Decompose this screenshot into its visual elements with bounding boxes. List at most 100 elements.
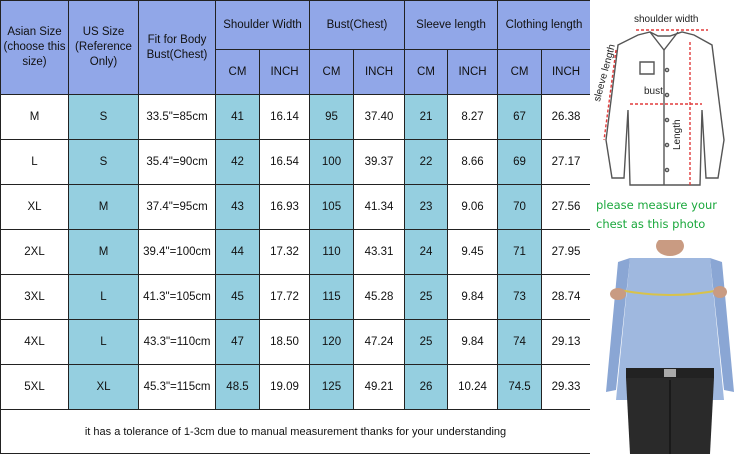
cell-size-asian: 3XL [0, 274, 69, 320]
cell-bust-inch: 39.37 [353, 139, 405, 185]
cell-shoulder-inch: 16.14 [259, 94, 310, 140]
label-shoulder-width: shoulder width [634, 14, 699, 25]
cell-bust-cm: 95 [309, 94, 354, 140]
cell-bust-cm: 120 [309, 319, 354, 365]
cell-sleeve-cm: 22 [404, 139, 448, 185]
cell-sleeve-inch: 9.06 [446, 184, 499, 230]
header-shoulder-inch: INCH [259, 49, 310, 95]
cell-bust-cm: 105 [309, 184, 354, 230]
cell-length-inch: 29.33 [541, 364, 592, 410]
header-bust-cm: CM [309, 49, 354, 95]
header-clothing-length: Clothing length [497, 0, 592, 50]
cell-bust-cm: 110 [309, 229, 354, 275]
cell-size-asian: XL [0, 184, 69, 230]
header-shoulder-cm: CM [215, 49, 260, 95]
header-us-size: US Size (Reference Only) [68, 0, 139, 95]
cell-bust-inch: 45.28 [353, 274, 405, 320]
header-asian-size: Asian Size (choose this size) [0, 0, 69, 95]
table-row: L S 35.4"=90cm 42 16.54 100 39.37 22 8.66 69 27.17 [0, 139, 592, 185]
cell-length-inch: 27.95 [541, 229, 592, 275]
cell-fit-bust: 35.4"=90cm [138, 139, 216, 185]
header-length-inch: INCH [541, 49, 592, 95]
cell-size-us: S [68, 139, 139, 185]
cell-shoulder-inch: 19.09 [259, 364, 310, 410]
cell-shoulder-cm: 43 [215, 184, 260, 230]
measure-note-line1: please measure your [596, 198, 718, 212]
cell-bust-inch: 37.40 [353, 94, 405, 140]
measure-note-line2: chest as this photo [596, 217, 706, 231]
cell-sleeve-cm: 23 [404, 184, 448, 230]
cell-sleeve-cm: 25 [404, 319, 448, 365]
header-fit-for-body: Fit for Body Bust(Chest) [138, 0, 216, 95]
cell-shoulder-inch: 17.72 [259, 274, 310, 320]
cell-fit-bust: 41.3"=105cm [138, 274, 216, 320]
cell-fit-bust: 33.5"=85cm [138, 94, 216, 140]
cell-length-cm: 74.5 [497, 364, 543, 410]
cell-shoulder-cm: 45 [215, 274, 260, 320]
cell-sleeve-cm: 26 [404, 364, 448, 410]
cell-size-us: L [68, 274, 139, 320]
cell-sleeve-inch: 8.66 [446, 139, 499, 185]
cell-sleeve-inch: 9.84 [446, 274, 499, 320]
cell-shoulder-cm: 44 [215, 229, 260, 275]
table-row: 4XL L 43.3"=110cm 47 18.50 120 47.24 25 9.84 74 29… [0, 319, 592, 365]
table-row: M S 33.5"=85cm 41 16.14 95 37.40 21 8.27 67 26.38 [0, 94, 592, 140]
cell-length-inch: 26.38 [541, 94, 592, 140]
cell-size-us: L [68, 319, 139, 365]
measurement-guide-panel: shoulder width bust sleeve length Length… [590, 0, 750, 454]
label-length: Length [672, 119, 683, 150]
header-length-cm: CM [497, 49, 543, 95]
cell-length-cm: 71 [497, 229, 543, 275]
cell-bust-inch: 41.34 [353, 184, 405, 230]
cell-sleeve-inch: 9.45 [446, 229, 499, 275]
cell-fit-bust: 37.4"=95cm [138, 184, 216, 230]
table-row: 3XL L 41.3"=105cm 45 17.72 115 45.28 25 9.84 73 28… [0, 274, 592, 320]
cell-size-asian: 2XL [0, 229, 69, 275]
header-sleeve-length: Sleeve length [403, 0, 499, 50]
cell-sleeve-cm: 24 [404, 229, 448, 275]
cell-shoulder-inch: 16.93 [259, 184, 310, 230]
cell-size-us: S [68, 94, 139, 140]
cell-bust-inch: 47.24 [353, 319, 405, 365]
cell-sleeve-cm: 21 [404, 94, 448, 140]
cell-fit-bust: 45.3"=115cm [138, 364, 216, 410]
cell-shoulder-cm: 42 [215, 139, 260, 185]
size-chart-table: Asian Size (choose this size) US Size (R… [0, 0, 592, 454]
table-row: 5XL XL 45.3"=115cm 48.5 19.09 125 49.21 26 10.24… [0, 364, 592, 410]
cell-length-cm: 70 [497, 184, 543, 230]
cell-shoulder-inch: 17.32 [259, 229, 310, 275]
cell-shoulder-inch: 18.50 [259, 319, 310, 365]
cell-bust-inch: 49.21 [353, 364, 405, 410]
header-bust-inch: INCH [353, 49, 405, 95]
cell-bust-cm: 100 [309, 139, 354, 185]
cell-sleeve-inch: 8.27 [446, 94, 499, 140]
cell-shoulder-inch: 16.54 [259, 139, 310, 185]
header-sleeve-inch: INCH [446, 49, 499, 95]
header-bust: Bust(Chest) [309, 0, 405, 50]
cell-length-inch: 27.17 [541, 139, 592, 185]
cell-size-asian: L [0, 139, 69, 185]
cell-size-us: M [68, 229, 139, 275]
cell-size-asian: 5XL [0, 364, 69, 410]
cell-length-inch: 28.74 [541, 274, 592, 320]
cell-length-cm: 67 [497, 94, 543, 140]
table-row: 2XL M 39.4"=100cm 44 17.32 110 43.31 24 9.45 71 27… [0, 229, 592, 275]
cell-shoulder-cm: 48.5 [215, 364, 260, 410]
cell-bust-cm: 125 [309, 364, 354, 410]
label-bust: bust [644, 86, 663, 97]
shirt-diagram [603, 29, 725, 186]
cell-sleeve-inch: 10.24 [446, 364, 499, 410]
cell-shoulder-cm: 47 [215, 319, 260, 365]
cell-length-cm: 69 [497, 139, 543, 185]
model-photo [590, 240, 750, 454]
tolerance-note: it has a tolerance of 1-3cm due to manua… [0, 409, 592, 454]
shirt-outline-icon [605, 31, 725, 186]
cell-fit-bust: 43.3"=110cm [138, 319, 216, 365]
cell-sleeve-inch: 9.84 [446, 319, 499, 365]
cell-length-cm: 73 [497, 274, 543, 320]
cell-length-inch: 27.56 [541, 184, 592, 230]
cell-fit-bust: 39.4"=100cm [138, 229, 216, 275]
cell-sleeve-cm: 25 [404, 274, 448, 320]
cell-size-us: XL [68, 364, 139, 410]
cell-shoulder-cm: 41 [215, 94, 260, 140]
